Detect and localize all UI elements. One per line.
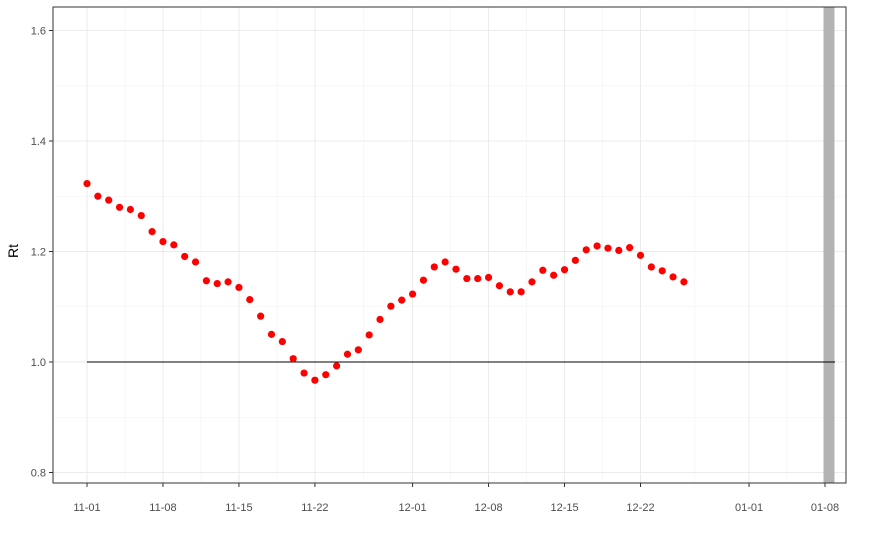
data-point <box>159 237 167 246</box>
y-tick-label: 1.4 <box>31 136 46 148</box>
x-tick-label: 11-08 <box>149 502 176 514</box>
data-point <box>506 288 514 296</box>
data-point <box>539 266 547 274</box>
data-point <box>126 205 135 214</box>
data-point <box>571 256 579 264</box>
data-point <box>615 246 623 254</box>
data-points <box>83 179 688 384</box>
y-tick-label: 0.8 <box>31 468 46 480</box>
y-tick-label: 1.6 <box>31 26 46 38</box>
x-tick-label: 01-01 <box>735 502 763 514</box>
data-point <box>246 295 254 304</box>
data-point <box>224 278 232 286</box>
y-axis-title: Rt <box>5 244 21 258</box>
data-point <box>213 279 221 288</box>
data-point <box>636 251 645 259</box>
x-tick-label: 12-15 <box>550 502 578 514</box>
data-point <box>137 211 145 220</box>
data-point <box>376 315 384 324</box>
shaded-band <box>823 7 835 483</box>
x-tick-label: 12-08 <box>474 502 502 514</box>
data-point <box>148 228 156 236</box>
data-point <box>257 312 265 320</box>
data-point <box>267 330 276 338</box>
x-tick-label: 12-01 <box>399 502 427 514</box>
data-point <box>452 265 460 273</box>
data-point <box>582 246 590 254</box>
data-point <box>311 376 319 384</box>
shaded-band-layer <box>823 7 835 483</box>
data-point <box>474 274 482 283</box>
data-point <box>365 331 373 339</box>
data-point <box>495 282 504 290</box>
data-point <box>441 258 449 266</box>
data-point <box>669 273 677 281</box>
data-point <box>430 263 438 271</box>
data-point <box>170 241 178 249</box>
data-point <box>181 252 189 261</box>
data-point <box>343 350 352 358</box>
data-point <box>647 263 655 271</box>
data-point <box>560 266 569 274</box>
data-point <box>593 242 601 250</box>
x-tick-label: 11-22 <box>301 502 328 514</box>
x-tick-label: 12-22 <box>626 502 654 514</box>
data-point <box>105 196 113 204</box>
data-point <box>517 288 525 296</box>
data-point <box>626 244 634 252</box>
data-point <box>484 273 493 282</box>
data-point <box>191 258 200 266</box>
data-point <box>278 337 286 346</box>
x-tick-label: 01-08 <box>811 502 839 514</box>
data-point <box>202 277 210 285</box>
x-tick-label: 11-01 <box>73 502 100 514</box>
data-point <box>83 179 91 188</box>
data-point <box>322 371 330 379</box>
x-tick-label: 11-15 <box>225 502 252 514</box>
data-point <box>354 346 362 354</box>
y-tick-label: 1.0 <box>31 357 46 369</box>
data-point <box>289 355 297 363</box>
y-tick-label: 1.2 <box>31 247 46 259</box>
data-point <box>398 296 406 304</box>
data-point <box>115 203 124 211</box>
data-point <box>463 274 471 283</box>
y-axis-ticks: 0.8 1.0 1.2 1.4 1.6 <box>31 26 53 480</box>
panel-border <box>52 6 847 484</box>
data-point <box>550 271 558 279</box>
minor-gridlines <box>53 7 846 483</box>
data-point <box>658 267 666 275</box>
data-point <box>300 369 308 377</box>
data-point <box>387 302 395 310</box>
data-point <box>528 278 536 286</box>
data-point <box>680 278 688 286</box>
data-point <box>94 192 102 200</box>
x-axis-ticks: 11-01 11-08 11-15 11-22 12-01 12-08 12-15 12-22… <box>73 483 839 514</box>
data-point <box>419 276 428 284</box>
data-point <box>333 362 341 370</box>
major-gridlines <box>53 7 846 483</box>
data-point <box>604 244 612 252</box>
data-point <box>408 290 417 298</box>
data-point <box>235 283 243 292</box>
